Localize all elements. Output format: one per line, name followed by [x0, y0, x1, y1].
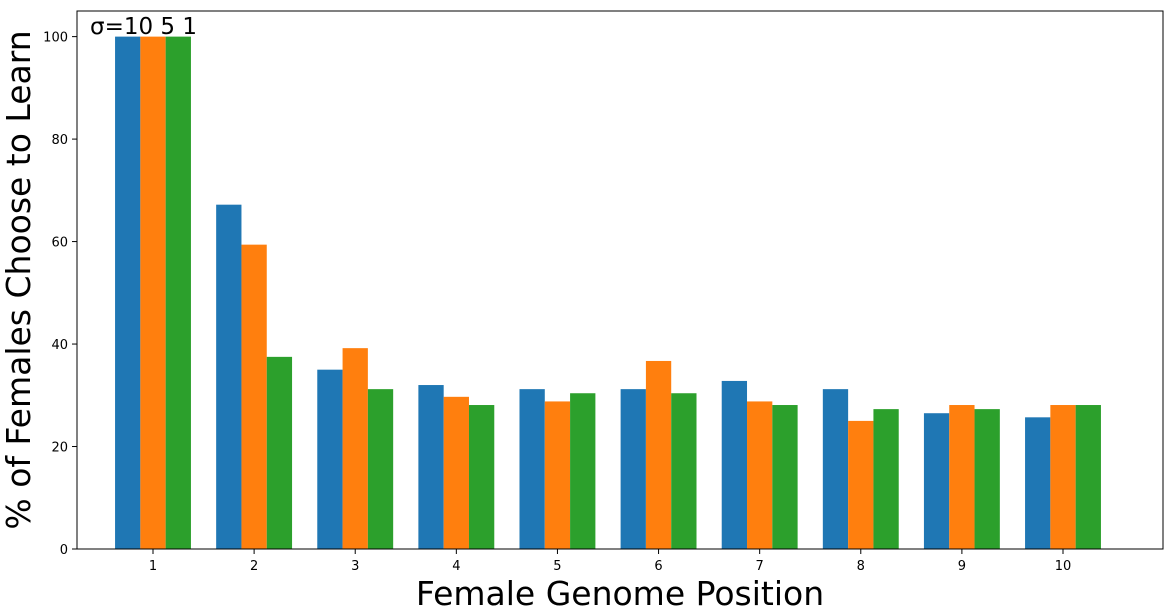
bar-series-3-pos-6 — [671, 393, 697, 549]
bar-series-1-pos-2 — [216, 204, 242, 549]
sigma-annotation: σ=10 5 1 — [90, 14, 197, 40]
x-tick-label: 6 — [654, 559, 662, 574]
bar-series-2-pos-5 — [544, 401, 571, 549]
bar-series-2-pos-2 — [241, 244, 267, 549]
bar-series-2-pos-4 — [443, 396, 469, 549]
axes-frame — [76, 10, 1164, 550]
bars-group — [115, 36, 1101, 550]
y-ticks: 0 20 40 60 80 100 — [43, 31, 77, 558]
bar-series-1-pos-5 — [519, 389, 545, 549]
x-axis-label: Female Genome Position — [416, 574, 824, 609]
y-axis-label: % of Females Choose to Learn — [0, 30, 38, 529]
x-tick-label: 9 — [958, 559, 966, 574]
y-tick-label: 100 — [43, 31, 68, 46]
bar-series-3-pos-7 — [772, 405, 798, 549]
bar-series-1-pos-8 — [822, 389, 849, 549]
y-tick-label: 80 — [51, 133, 68, 148]
y-tick-label: 40 — [51, 338, 68, 353]
x-tick-label: 3 — [351, 559, 359, 574]
bar-series-1-pos-1 — [115, 36, 141, 550]
bar-series-1-pos-4 — [418, 385, 444, 549]
bar-series-3-pos-5 — [570, 393, 596, 549]
bar-series-3-pos-3 — [367, 389, 394, 549]
bar-series-2-pos-6 — [645, 360, 672, 549]
bar-series-1-pos-3 — [317, 369, 343, 549]
bar-series-2-pos-8 — [848, 420, 874, 549]
bar-series-1-pos-7 — [721, 380, 748, 549]
bar-series-2-pos-7 — [747, 401, 773, 549]
y-tick-label: 60 — [51, 236, 68, 251]
x-tick-label: 10 — [1055, 559, 1072, 574]
bar-series-3-pos-2 — [266, 356, 293, 549]
bar-series-3-pos-10 — [1075, 405, 1101, 549]
bar-series-3-pos-4 — [468, 405, 495, 549]
bar-series-2-pos-1 — [140, 36, 166, 550]
bar-series-2-pos-10 — [1050, 405, 1076, 549]
x-tick-label: 1 — [149, 559, 157, 574]
x-ticks: 1 2 3 4 5 6 7 8 9 10 — [149, 549, 1071, 574]
bar-series-2-pos-9 — [949, 405, 975, 549]
bar-series-3-pos-8 — [873, 409, 899, 549]
bar-series-1-pos-10 — [1025, 417, 1051, 549]
x-tick-label: 4 — [452, 559, 460, 574]
bar-series-1-pos-9 — [923, 413, 950, 549]
y-tick-label: 20 — [51, 441, 68, 456]
x-tick-label: 5 — [553, 559, 561, 574]
x-tick-label: 8 — [857, 559, 865, 574]
y-tick-label: 0 — [60, 543, 68, 558]
bar-series-1-pos-6 — [620, 389, 646, 549]
bar-series-2-pos-3 — [342, 348, 368, 549]
bar-series-3-pos-9 — [974, 409, 1000, 549]
bar-series-3-pos-1 — [165, 36, 191, 550]
x-tick-label: 2 — [250, 559, 258, 574]
x-tick-label: 7 — [756, 559, 764, 574]
